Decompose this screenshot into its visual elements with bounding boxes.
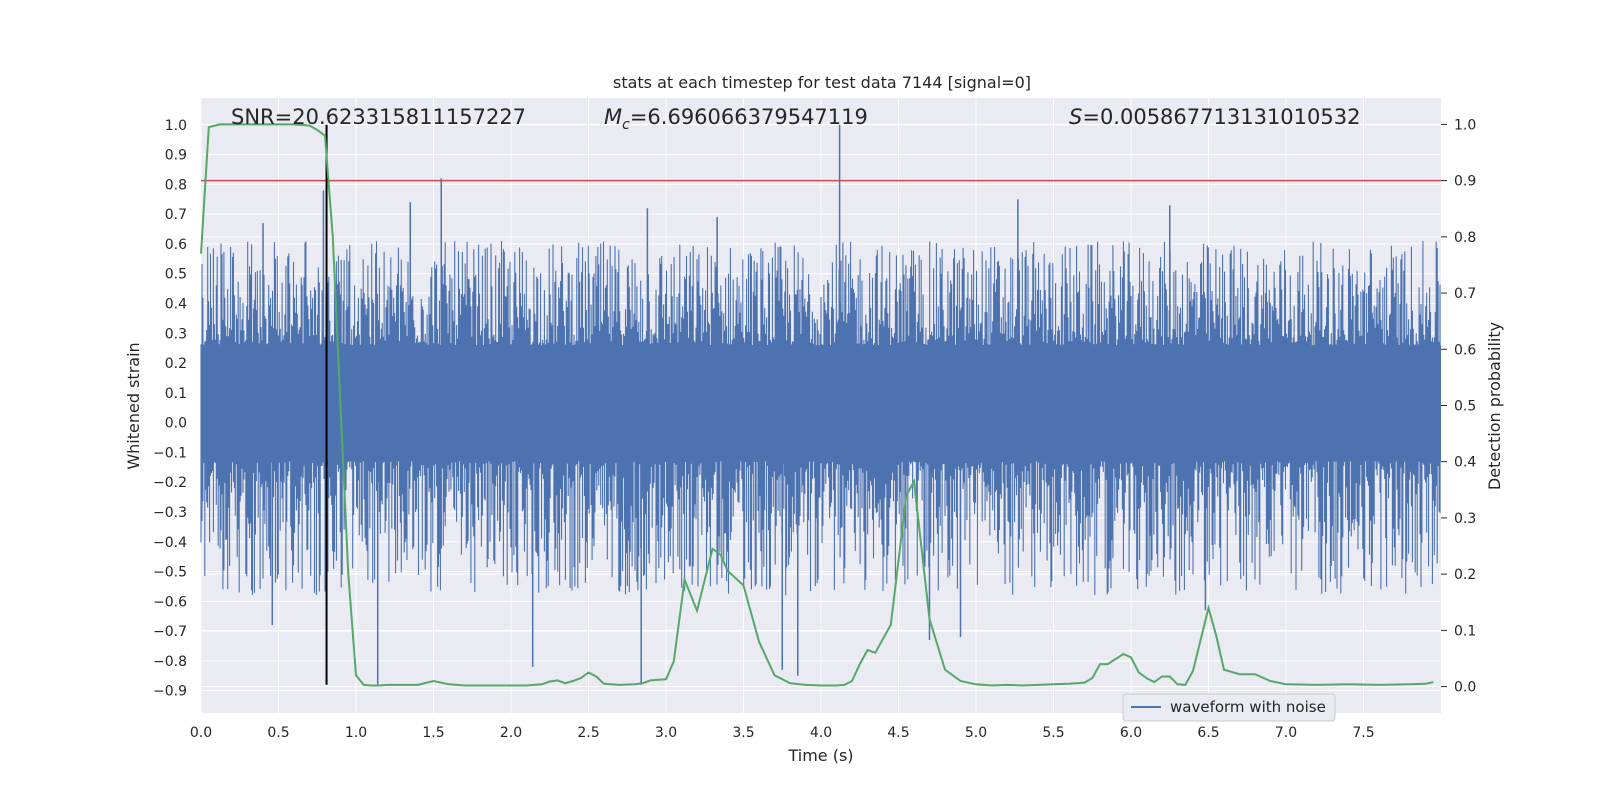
y-left-tick-label: 0.1 [165,386,187,402]
y-left-tick-label: −0.8 [153,654,187,670]
x-tick-label: 1.0 [345,725,367,741]
y-right-tick-label: 0.5 [1454,399,1476,415]
chart-title: stats at each timestep for test data 714… [613,73,1031,92]
x-axis-label: Time (s) [787,746,853,765]
y-left-tick-label: 0.3 [165,326,187,342]
y-left-tick-label: −0.6 [153,594,187,610]
x-tick-label: 4.0 [810,725,832,741]
waveform-with-noise [200,124,1441,685]
legend-label: waveform with noise [1170,698,1326,716]
y-left-tick-label: −0.4 [153,535,187,551]
x-tick-label: 0.0 [190,725,212,741]
detection-probability-line [200,123,1434,687]
y-axis-label-left: Whitened strain [124,342,143,469]
mc-symbol: M [604,105,622,129]
y-left-tick-label: 0.4 [165,296,187,312]
y-left-tick-label: 0.0 [165,416,187,432]
s-value: =0.005867713131010532 [1082,105,1360,129]
y-right-tick-label: 0.4 [1454,455,1476,471]
y-right-tick-label: 0.3 [1454,511,1476,527]
x-tick-label: 1.5 [422,725,444,741]
mc-annotation: Mc=6.696066379547119 [604,105,868,133]
x-tick-label: 0.5 [267,725,289,741]
y-right-tick-label: 0.7 [1454,286,1476,302]
x-tick-label: 4.5 [887,725,909,741]
y-right-tick-label: 0.8 [1454,230,1476,246]
mc-value: =6.696066379547119 [630,105,868,129]
x-tick-label: 3.0 [655,725,677,741]
y-left-tick-label: −0.7 [153,624,187,640]
y-right-tick-label: 0.9 [1454,174,1476,190]
y-left-tick-label: −0.5 [153,565,187,581]
y-right-tick-label: 0.1 [1454,623,1476,639]
x-axis-ticks: 0.0 0.5 1.0 1.5 2.0 2.5 3.0 3.5 4.0 4.5 5.0 5.5 6.0 6… [190,725,1375,741]
x-tick-label: 7.5 [1352,725,1374,741]
mc-subscript: c [622,117,630,133]
y-left-tick-label: 0.6 [165,237,187,253]
y-right-tick-label: 1.0 [1454,117,1476,133]
legend: waveform with noise [1122,693,1336,722]
s-annotation: S=0.005867713131010532 [1069,105,1360,129]
x-tick-label: 6.5 [1197,725,1219,741]
y-right-tick-label: 0.6 [1454,342,1476,358]
y-right-tick-label: 0.2 [1454,567,1476,583]
y-left-tick-label: 1.0 [165,118,187,134]
x-tick-label: 7.0 [1275,725,1297,741]
y-left-axis-ticks: 1.0 0.9 0.8 0.7 0.6 0.5 0.4 0.3 0.2 0.1 0.0 −0.1 −0.… [153,118,187,700]
y-left-tick-label: −0.2 [153,475,187,491]
y-left-tick-label: 0.7 [165,207,187,223]
y-right-axis-ticks: 1.0 0.9 0.8 0.7 0.6 0.5 0.4 0.3 0.2 0.1 0.0 [1441,117,1476,696]
y-left-tick-label: 0.5 [165,267,187,283]
y-left-tick-label: −0.3 [153,505,187,521]
x-tick-label: 3.5 [732,725,754,741]
snr-annotation: SNR=20.623315811157227 [231,105,526,129]
x-tick-label: 2.0 [500,725,522,741]
y-right-tick-label: 0.0 [1454,680,1476,696]
x-tick-label: 2.5 [577,725,599,741]
y-left-tick-label: −0.9 [153,684,187,700]
y-axis-label-right: Detection probability [1485,322,1504,490]
y-left-tick-label: 0.9 [165,148,187,164]
y-left-tick-label: −0.1 [153,445,187,461]
s-symbol: S [1069,105,1082,129]
probability-group [200,123,1434,687]
y-left-tick-label: 0.8 [165,177,187,193]
legend-box [1122,693,1336,722]
x-tick-label: 5.0 [965,725,987,741]
y-left-tick-label: 0.2 [165,356,187,372]
x-tick-label: 5.5 [1042,725,1064,741]
x-tick-label: 6.0 [1120,725,1142,741]
